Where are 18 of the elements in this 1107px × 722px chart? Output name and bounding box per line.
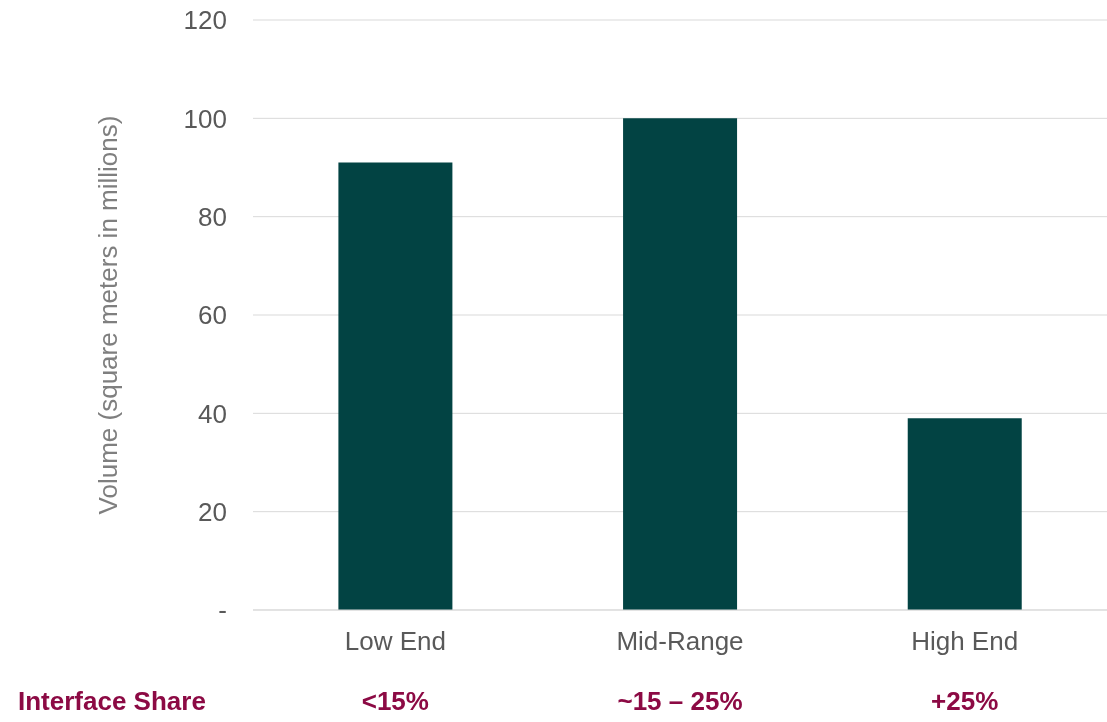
bar xyxy=(623,118,738,610)
y-tick-label: 120 xyxy=(183,5,227,36)
bar xyxy=(338,162,453,610)
y-tick-label: 60 xyxy=(198,300,227,331)
text: ~15 – 25% xyxy=(616,686,744,717)
bar xyxy=(907,418,1022,610)
text: Interface Share xyxy=(18,686,206,717)
y-tick-label: - xyxy=(218,595,227,626)
y-tick-label: 20 xyxy=(198,496,227,527)
x-tick-label: Low End xyxy=(344,626,446,657)
x-tick-label: High End xyxy=(911,626,1019,657)
y-tick-label: 100 xyxy=(183,103,227,134)
y-axis-title: Volume (square meters in millions) xyxy=(93,115,124,515)
x-tick-label: Mid-Range xyxy=(616,626,744,657)
y-tick-label: 80 xyxy=(198,201,227,232)
text: +25% xyxy=(930,686,1000,717)
y-tick-label: 40 xyxy=(198,398,227,429)
text: <15% xyxy=(360,686,430,717)
